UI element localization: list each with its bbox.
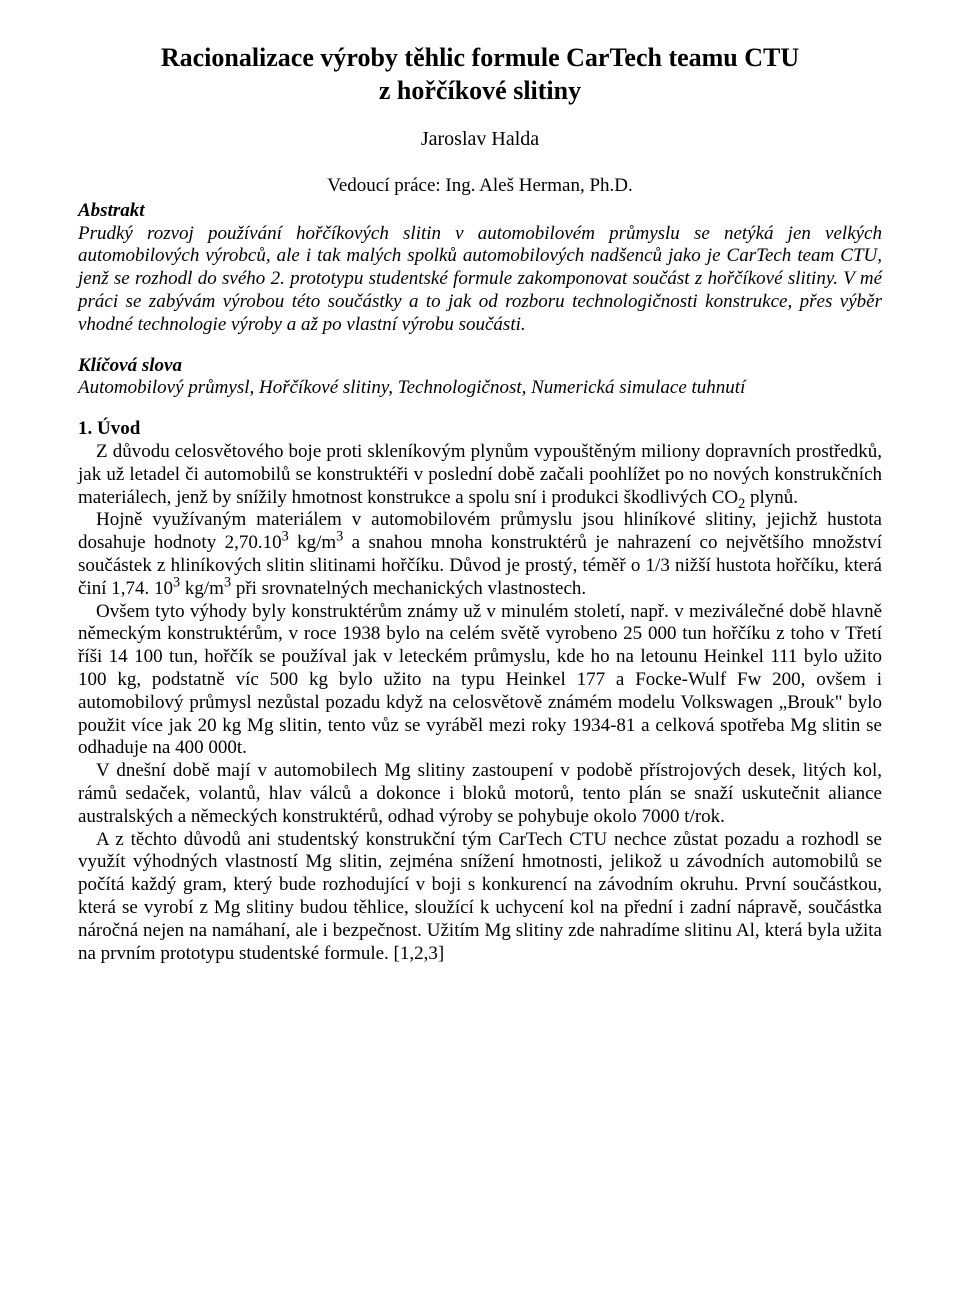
p2-text-e: při srovnatelných mechanických vlastnost…	[231, 578, 586, 599]
supervisor-line: Vedoucí práce: Ing. Aleš Herman, Ph.D.	[78, 175, 882, 198]
section-1-para-2: Hojně využívaným materiálem v automobilo…	[78, 509, 882, 600]
section-1-para-5: A z těchto důvodů ani studentský konstru…	[78, 829, 882, 966]
section-1-para-1: Z důvodu celosvětového boje proti sklení…	[78, 441, 882, 509]
p2-text-d: kg/m	[180, 578, 224, 599]
keywords-block: Klíčová slova Automobilový průmysl, Hořč…	[78, 355, 882, 401]
section-1-para-3: Ovšem tyto výhody byly konstruktérům zná…	[78, 601, 882, 761]
title-line-1: Racionalizace výroby těhlic formule CarT…	[161, 43, 799, 72]
section-1-para-4: V dnešní době mají v automobilech Mg sli…	[78, 760, 882, 828]
p2-text-b: kg/m	[289, 532, 336, 553]
keywords-text: Automobilový průmysl, Hořčíkové slitiny,…	[78, 377, 745, 398]
abstract-text: Prudký rozvoj používání hořčíkových slit…	[78, 223, 882, 335]
paper-title: Racionalizace výroby těhlic formule CarT…	[78, 42, 882, 107]
title-line-2: z hořčíkové slitiny	[379, 76, 581, 105]
section-1-heading: 1. Úvod	[78, 418, 882, 441]
keywords-label: Klíčová slova	[78, 355, 882, 378]
abstract-label: Abstrakt	[78, 200, 882, 223]
author-name: Jaroslav Halda	[78, 127, 882, 151]
p1-text-b: plynů.	[745, 487, 798, 508]
p2-sup-4: 3	[224, 574, 231, 590]
abstract-block: Abstrakt Prudký rozvoj používání hořčíko…	[78, 200, 882, 337]
p2-sup-1: 3	[282, 529, 289, 545]
